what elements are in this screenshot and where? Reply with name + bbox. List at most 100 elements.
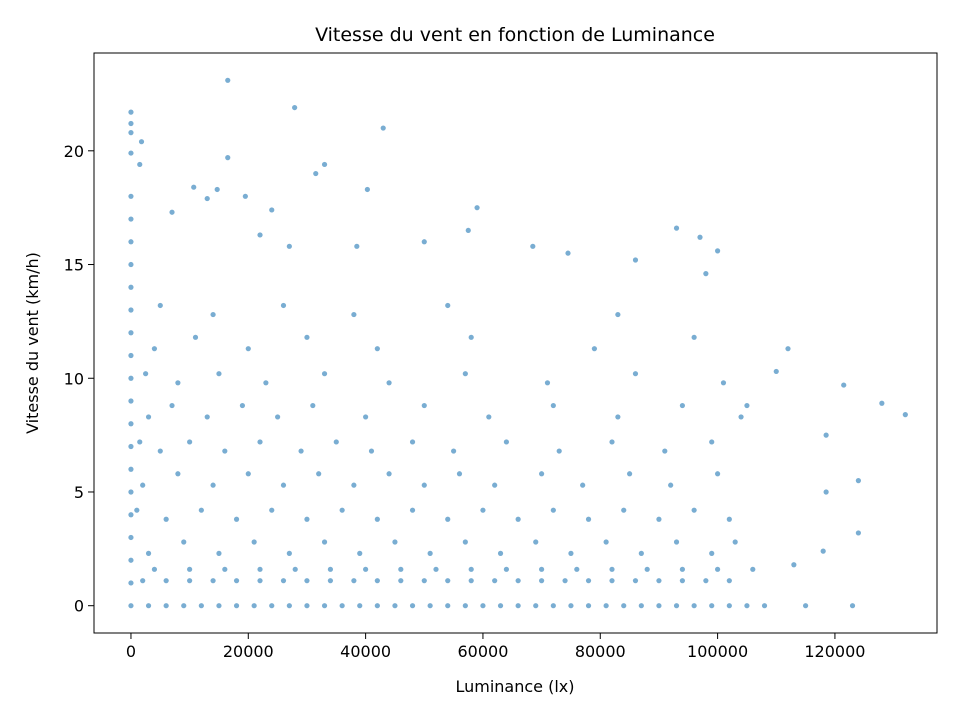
point	[140, 578, 146, 584]
point	[621, 507, 627, 513]
point	[143, 371, 149, 377]
point	[357, 603, 363, 609]
point	[286, 243, 292, 249]
point	[128, 512, 134, 518]
x-tick-label: 60000	[457, 642, 508, 661]
y-tick-label: 0	[74, 597, 84, 616]
point	[304, 578, 310, 584]
x-tick-label: 120000	[804, 642, 865, 661]
point	[744, 402, 750, 409]
point	[497, 550, 504, 556]
point	[280, 578, 287, 584]
point	[304, 516, 310, 522]
point	[137, 439, 143, 445]
point	[251, 603, 257, 609]
point	[310, 402, 316, 409]
point	[609, 566, 615, 572]
point	[210, 578, 216, 584]
chart-title: Vitesse du vent en fonction de Luminance	[315, 24, 715, 46]
point	[714, 471, 721, 477]
point	[257, 439, 263, 445]
point	[386, 471, 392, 477]
point	[503, 566, 510, 572]
y-tick-label: 10	[64, 369, 84, 388]
point	[691, 334, 697, 340]
point	[638, 550, 644, 556]
point	[292, 566, 298, 572]
point	[515, 603, 521, 609]
point	[550, 603, 556, 609]
point	[656, 603, 662, 609]
point	[145, 550, 152, 556]
point	[216, 550, 222, 556]
point	[445, 578, 451, 584]
point	[679, 566, 685, 572]
point	[339, 507, 345, 513]
point	[568, 550, 574, 556]
x-tick-label: 0	[126, 642, 136, 661]
point	[585, 603, 592, 609]
point	[738, 414, 744, 420]
point	[773, 368, 779, 375]
point	[128, 375, 134, 381]
point	[574, 566, 580, 572]
point	[128, 489, 134, 495]
point	[316, 471, 322, 477]
point	[398, 566, 404, 572]
point	[128, 398, 134, 404]
point	[603, 539, 609, 545]
point	[187, 439, 193, 445]
point	[486, 414, 492, 420]
point	[632, 371, 639, 377]
point	[363, 414, 369, 420]
point	[591, 346, 598, 352]
point	[714, 566, 721, 572]
point	[697, 234, 703, 240]
point	[198, 603, 204, 609]
point	[333, 439, 339, 445]
point	[515, 516, 521, 522]
point	[175, 380, 181, 386]
plot-frame	[93, 52, 938, 634]
point	[427, 603, 433, 609]
point	[468, 334, 474, 340]
point	[421, 578, 427, 584]
point	[544, 380, 551, 386]
point	[480, 603, 486, 609]
point	[128, 216, 134, 222]
point	[233, 603, 240, 609]
point	[163, 516, 169, 522]
point	[204, 414, 210, 420]
point	[151, 346, 158, 352]
point	[392, 603, 398, 609]
point	[709, 439, 715, 445]
point	[374, 603, 380, 609]
y-tick-label: 20	[64, 142, 84, 161]
point	[615, 311, 621, 318]
point	[245, 471, 251, 477]
point	[351, 578, 357, 584]
point	[145, 603, 152, 609]
point	[615, 414, 621, 420]
point	[151, 566, 158, 572]
point	[269, 507, 275, 513]
x-tick-label: 80000	[575, 642, 626, 661]
point	[128, 130, 134, 136]
point	[169, 209, 175, 215]
point	[644, 566, 650, 572]
point	[726, 516, 732, 522]
point	[210, 482, 216, 488]
point	[609, 578, 615, 584]
point	[233, 516, 240, 522]
y-axis-label: Vitesse du vent (km/h)	[23, 252, 42, 434]
point	[533, 539, 539, 545]
point	[321, 539, 328, 545]
point	[855, 530, 861, 536]
point	[187, 566, 193, 572]
point	[530, 243, 536, 249]
point	[691, 507, 697, 513]
point	[368, 448, 375, 454]
point	[638, 603, 644, 609]
point	[225, 155, 231, 161]
